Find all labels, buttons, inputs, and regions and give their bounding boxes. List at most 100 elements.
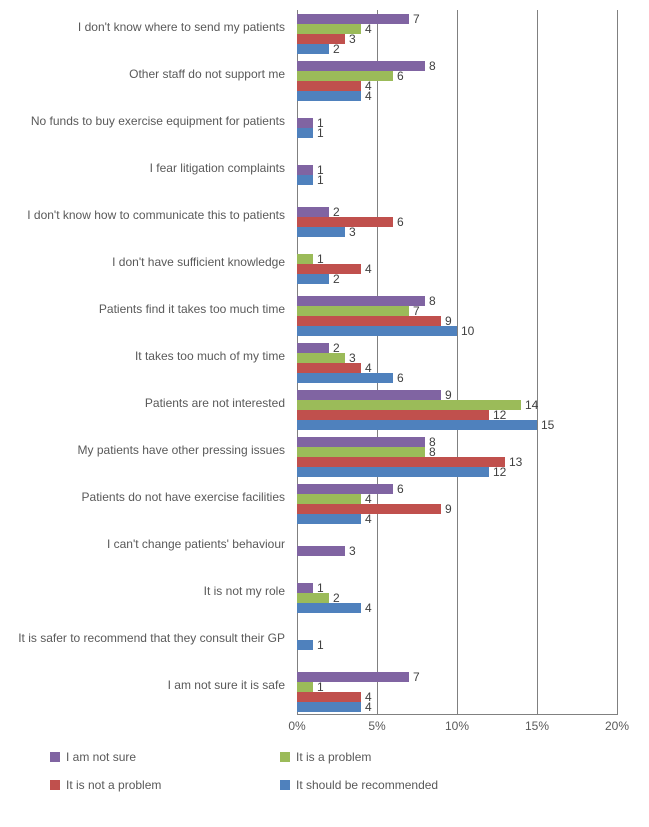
bar bbox=[297, 546, 345, 556]
legend-item: It is not a problem bbox=[50, 778, 161, 792]
bar-value-label: 10 bbox=[461, 326, 474, 336]
category-label: Patients find it takes too much time bbox=[0, 302, 290, 316]
plot-area: 7432864411112631428791023469141215881312… bbox=[297, 10, 617, 715]
x-tick-label: 10% bbox=[442, 719, 472, 733]
bar-value-label: 4 bbox=[365, 264, 372, 274]
bar bbox=[297, 165, 313, 175]
bar bbox=[297, 44, 329, 54]
category-label: My patients have other pressing issues bbox=[0, 443, 290, 457]
category-label: I don't know where to send my patients bbox=[0, 20, 290, 34]
bar-value-label: 6 bbox=[397, 484, 404, 494]
bar bbox=[297, 254, 313, 264]
bar bbox=[297, 363, 361, 373]
bar bbox=[297, 274, 329, 284]
category-label: Patients do not have exercise facilities bbox=[0, 490, 290, 504]
bar bbox=[297, 207, 329, 217]
bar-value-label: 3 bbox=[349, 546, 356, 556]
category-axis-labels: I don't know where to send my patients Ot… bbox=[0, 10, 290, 715]
bar-value-label: 4 bbox=[365, 603, 372, 613]
bar-value-label: 3 bbox=[349, 227, 356, 237]
bar-value-label: 12 bbox=[493, 410, 506, 420]
bar bbox=[297, 702, 361, 712]
bar bbox=[297, 227, 345, 237]
bar bbox=[297, 353, 345, 363]
legend-label: It should be recommended bbox=[296, 778, 438, 792]
bar bbox=[297, 61, 425, 71]
bar-value-label: 4 bbox=[365, 24, 372, 34]
bar bbox=[297, 128, 313, 138]
bar-value-label: 6 bbox=[397, 373, 404, 383]
category-label: Other staff do not support me bbox=[0, 67, 290, 81]
legend-swatch bbox=[280, 752, 290, 762]
bar-value-label: 7 bbox=[413, 14, 420, 24]
bar-value-label: 1 bbox=[317, 640, 324, 650]
category-label: I don't have sufficient knowledge bbox=[0, 255, 290, 269]
bar bbox=[297, 484, 393, 494]
bar bbox=[297, 514, 361, 524]
bar bbox=[297, 296, 425, 306]
bar-value-label: 4 bbox=[365, 494, 372, 504]
bar bbox=[297, 118, 313, 128]
bar-value-label: 7 bbox=[413, 306, 420, 316]
bar-value-label: 4 bbox=[365, 514, 372, 524]
bar bbox=[297, 264, 361, 274]
category-label: I don't know how to communicate this to … bbox=[0, 208, 290, 222]
bar-value-label: 15 bbox=[541, 420, 554, 430]
bar bbox=[297, 593, 329, 603]
x-tick-label: 20% bbox=[602, 719, 632, 733]
legend-item: It should be recommended bbox=[280, 778, 438, 792]
legend-item: It is a problem bbox=[280, 750, 371, 764]
bar bbox=[297, 91, 361, 101]
bar-value-label: 3 bbox=[349, 353, 356, 363]
bar-value-label: 14 bbox=[525, 400, 538, 410]
bar-value-label: 2 bbox=[333, 274, 340, 284]
bar-value-label: 2 bbox=[333, 343, 340, 353]
bar bbox=[297, 682, 313, 692]
bar bbox=[297, 326, 457, 336]
bar-value-label: 7 bbox=[413, 672, 420, 682]
bar bbox=[297, 373, 393, 383]
bar-value-label: 2 bbox=[333, 593, 340, 603]
bar bbox=[297, 420, 537, 430]
legend-swatch bbox=[50, 780, 60, 790]
bar-value-label: 1 bbox=[317, 254, 324, 264]
category-label: It is not my role bbox=[0, 584, 290, 598]
bar-value-label: 9 bbox=[445, 316, 452, 326]
bar bbox=[297, 343, 329, 353]
category-label: I fear litigation complaints bbox=[0, 161, 290, 175]
gridline bbox=[617, 10, 618, 715]
bar-value-label: 4 bbox=[365, 702, 372, 712]
bar-value-label: 12 bbox=[493, 467, 506, 477]
bar-value-label: 8 bbox=[429, 296, 436, 306]
bar-value-label: 8 bbox=[429, 61, 436, 71]
bar bbox=[297, 672, 409, 682]
legend: I am not sureIt is a problemIt is not a … bbox=[50, 750, 610, 820]
bar bbox=[297, 467, 489, 477]
bar bbox=[297, 640, 313, 650]
bar-value-label: 9 bbox=[445, 390, 452, 400]
legend-label: It is not a problem bbox=[66, 778, 161, 792]
bar bbox=[297, 692, 361, 702]
bar bbox=[297, 175, 313, 185]
bar bbox=[297, 457, 505, 467]
bar bbox=[297, 306, 409, 316]
bar-value-label: 2 bbox=[333, 207, 340, 217]
bar-value-label: 4 bbox=[365, 91, 372, 101]
bar bbox=[297, 14, 409, 24]
bar-value-label: 9 bbox=[445, 504, 452, 514]
legend-swatch bbox=[280, 780, 290, 790]
category-label: I am not sure it is safe bbox=[0, 678, 290, 692]
bar-value-label: 1 bbox=[317, 583, 324, 593]
bar bbox=[297, 447, 425, 457]
bar bbox=[297, 494, 361, 504]
bar-value-label: 6 bbox=[397, 71, 404, 81]
bar-value-label: 8 bbox=[429, 447, 436, 457]
bar-value-label: 3 bbox=[349, 34, 356, 44]
category-label: Patients are not interested bbox=[0, 396, 290, 410]
category-label: It is safer to recommend that they consu… bbox=[0, 631, 290, 645]
chart-container: I don't know where to send my patients Ot… bbox=[0, 0, 649, 827]
legend-label: It is a problem bbox=[296, 750, 371, 764]
bar bbox=[297, 217, 393, 227]
bar-value-label: 6 bbox=[397, 217, 404, 227]
bar bbox=[297, 400, 521, 410]
